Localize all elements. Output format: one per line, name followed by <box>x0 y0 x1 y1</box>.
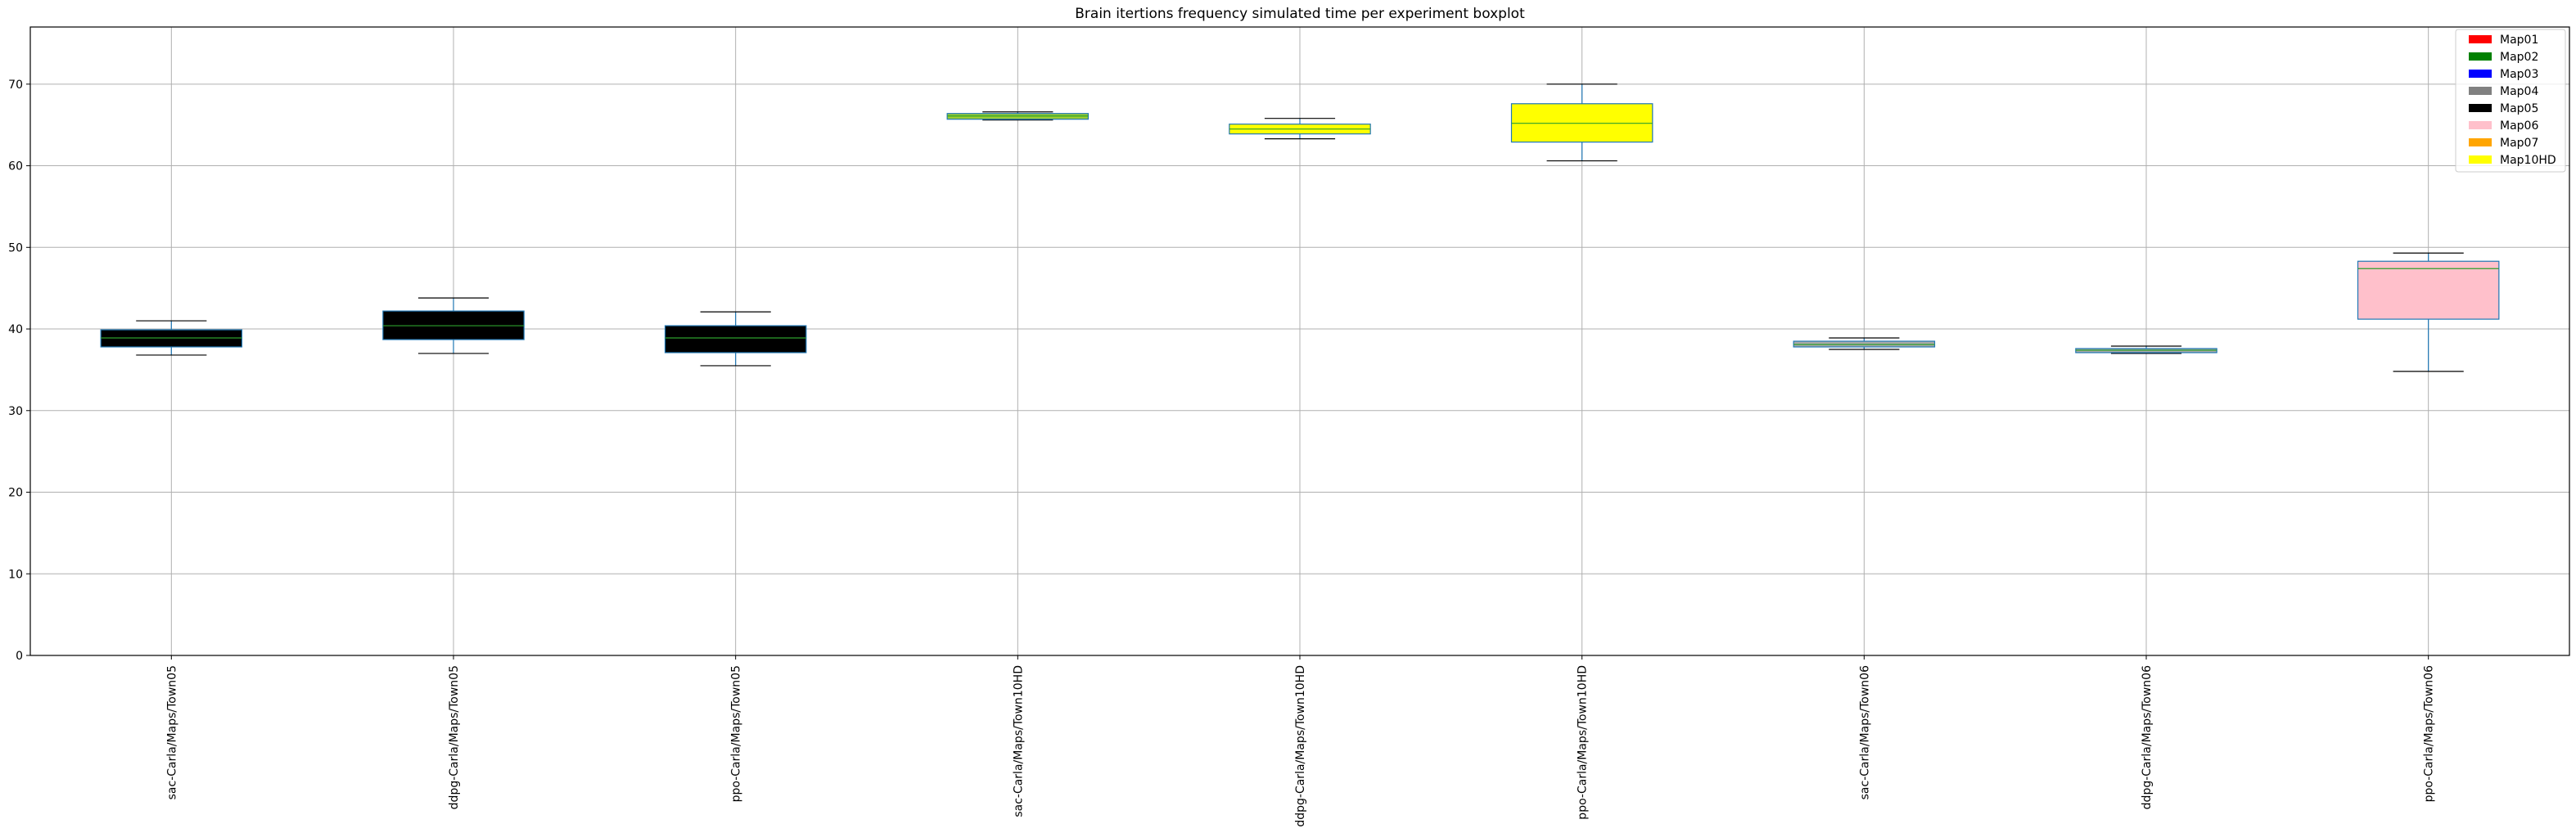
box-6 <box>1510 83 1653 162</box>
y-axis-ticks: 0 10 20 30 40 50 60 70 <box>8 79 30 663</box>
y-tick-label: 10 <box>8 568 23 581</box>
x-tick-label: sac-Carla/Maps/Town10HD <box>1012 665 1025 817</box>
legend-swatch <box>2469 87 2492 95</box>
x-tick-label: ppo-Carla/Maps/Town06 <box>2423 665 2436 802</box>
box-3 <box>664 311 807 367</box>
legend-label: Map02 <box>2500 51 2538 64</box>
legend-swatch <box>2469 104 2492 112</box>
y-tick-label: 20 <box>8 487 23 500</box>
y-tick-label: 40 <box>8 323 23 336</box>
x-tick-label: ppo-Carla/Maps/Town10HD <box>1577 665 1590 820</box>
legend-label: Map05 <box>2500 102 2538 115</box>
box-body <box>2357 260 2500 320</box>
legend: Map01 Map02 Map03 Map04 Map05 Map06 Map07 Map10… <box>2455 29 2566 173</box>
y-tick-label: 50 <box>8 241 23 254</box>
grid-lines <box>30 27 2569 656</box>
legend-swatch <box>2469 52 2492 61</box>
x-tick-label: sac-Carla/Maps/Town06 <box>1858 665 1871 799</box>
box-7 <box>1793 337 1936 350</box>
box-8 <box>2075 345 2217 354</box>
x-tick-label: ddpg-Carla/Maps/Town10HD <box>1294 665 1307 827</box>
y-tick-label: 70 <box>8 79 23 92</box>
box-5 <box>1229 118 1371 140</box>
x-tick-label: sac-Carla/Maps/Town05 <box>165 665 178 799</box>
x-tick-label: ddpg-Carla/Maps/Town05 <box>448 665 461 809</box>
legend-label: Map10HD <box>2500 154 2556 167</box>
legend-swatch <box>2469 138 2492 146</box>
plot-frame <box>29 26 2570 656</box>
box-4 <box>946 111 1089 121</box>
box-1 <box>100 320 243 356</box>
box-body <box>664 325 807 353</box>
legend-label: Map01 <box>2500 34 2538 47</box>
legend-label: Map06 <box>2500 119 2538 133</box>
x-axis-ticks: sac-Carla/Maps/Town05 ddpg-Carla/Maps/Tow… <box>165 655 2436 827</box>
legend-swatch <box>2469 70 2492 78</box>
y-tick-label: 30 <box>8 405 23 418</box>
x-tick-label: ppo-Carla/Maps/Town05 <box>730 665 743 802</box>
legend-swatch <box>2469 155 2492 164</box>
legend-swatch <box>2469 35 2492 43</box>
boxes <box>100 83 2500 372</box>
legend-label: Map07 <box>2500 137 2538 150</box>
legend-frame <box>2455 29 2566 173</box>
legend-label: Map03 <box>2500 68 2538 81</box>
y-tick-label: 0 <box>16 650 23 663</box>
x-tick-label: ddpg-Carla/Maps/Town06 <box>2141 665 2154 809</box>
box-2 <box>382 297 525 354</box>
legend-label: Map04 <box>2500 85 2538 98</box>
box-9 <box>2357 252 2500 372</box>
chart-title: Brain itertions frequency simulated time… <box>1075 6 1525 22</box>
y-tick-label: 60 <box>8 160 23 173</box>
legend-swatch <box>2469 121 2492 129</box>
